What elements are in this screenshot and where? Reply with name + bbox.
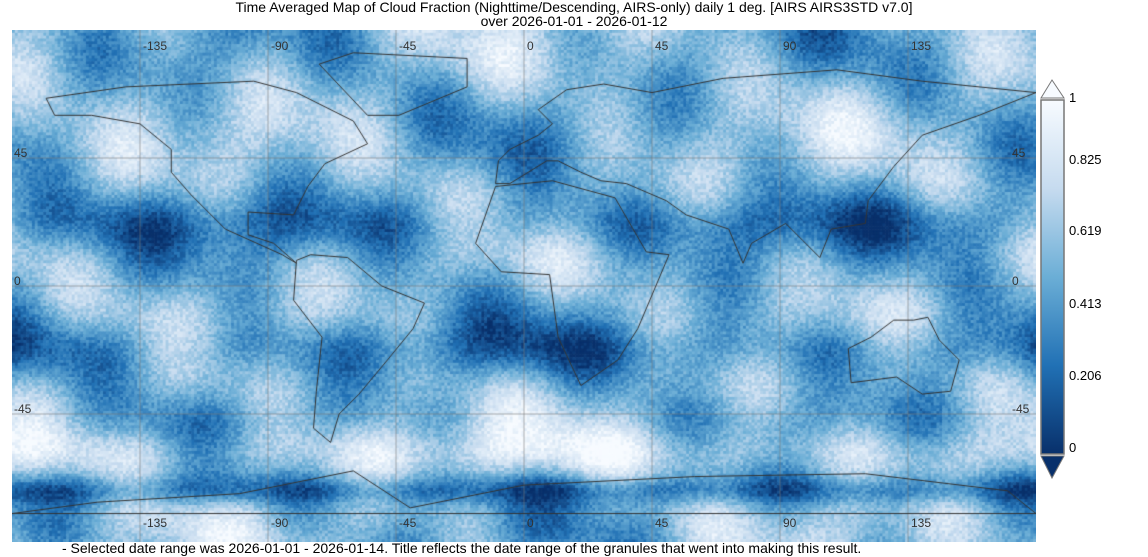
lon-label-top: 135 [911, 39, 932, 53]
colorbar [1040, 79, 1065, 480]
colorbar-tick: 1 [1069, 90, 1077, 105]
lon-label-top: -90 [271, 39, 289, 53]
lat-label-left: 0 [14, 274, 21, 288]
lon-label-bottom: 90 [783, 516, 797, 530]
lon-label-bottom: -45 [399, 516, 417, 530]
lon-label-bottom: -90 [271, 516, 289, 530]
colorbar-tick: 0.619 [1069, 223, 1102, 238]
colorbar-tick: 0.413 [1069, 296, 1102, 311]
colorbar-tick: 0.825 [1069, 152, 1102, 167]
lon-label-bottom: 0 [527, 516, 534, 530]
colorbar-tick: 0.206 [1069, 368, 1102, 383]
map-title: Time Averaged Map of Cloud Fraction (Nig… [235, 0, 913, 15]
lat-label-left: -45 [14, 402, 32, 416]
lon-label-bottom: 45 [655, 516, 669, 530]
colorbar-max-arrow [1040, 79, 1065, 99]
colorbar-gradient [1040, 99, 1065, 455]
lon-label-top: 0 [527, 39, 534, 53]
lat-label-left: 45 [14, 146, 28, 160]
footnote: - Selected date range was 2026-01-01 - 2… [62, 540, 862, 556]
lon-label-top: -45 [399, 39, 417, 53]
map-subtitle: over 2026-01-01 - 2026-01-12 [480, 13, 668, 29]
lon-label-bottom: -135 [143, 516, 168, 530]
lon-label-top: -135 [143, 39, 168, 53]
lon-label-top: 90 [783, 39, 797, 53]
cloud-fraction-map [12, 30, 1036, 542]
lat-label-right: 45 [1012, 146, 1026, 160]
colorbar-min-arrow [1040, 455, 1065, 480]
lon-label-top: 45 [655, 39, 669, 53]
lat-label-right: 0 [1012, 274, 1019, 288]
lon-label-bottom: 135 [911, 516, 932, 530]
lat-label-right: -45 [1012, 402, 1030, 416]
colorbar-tick: 0 [1069, 440, 1077, 455]
